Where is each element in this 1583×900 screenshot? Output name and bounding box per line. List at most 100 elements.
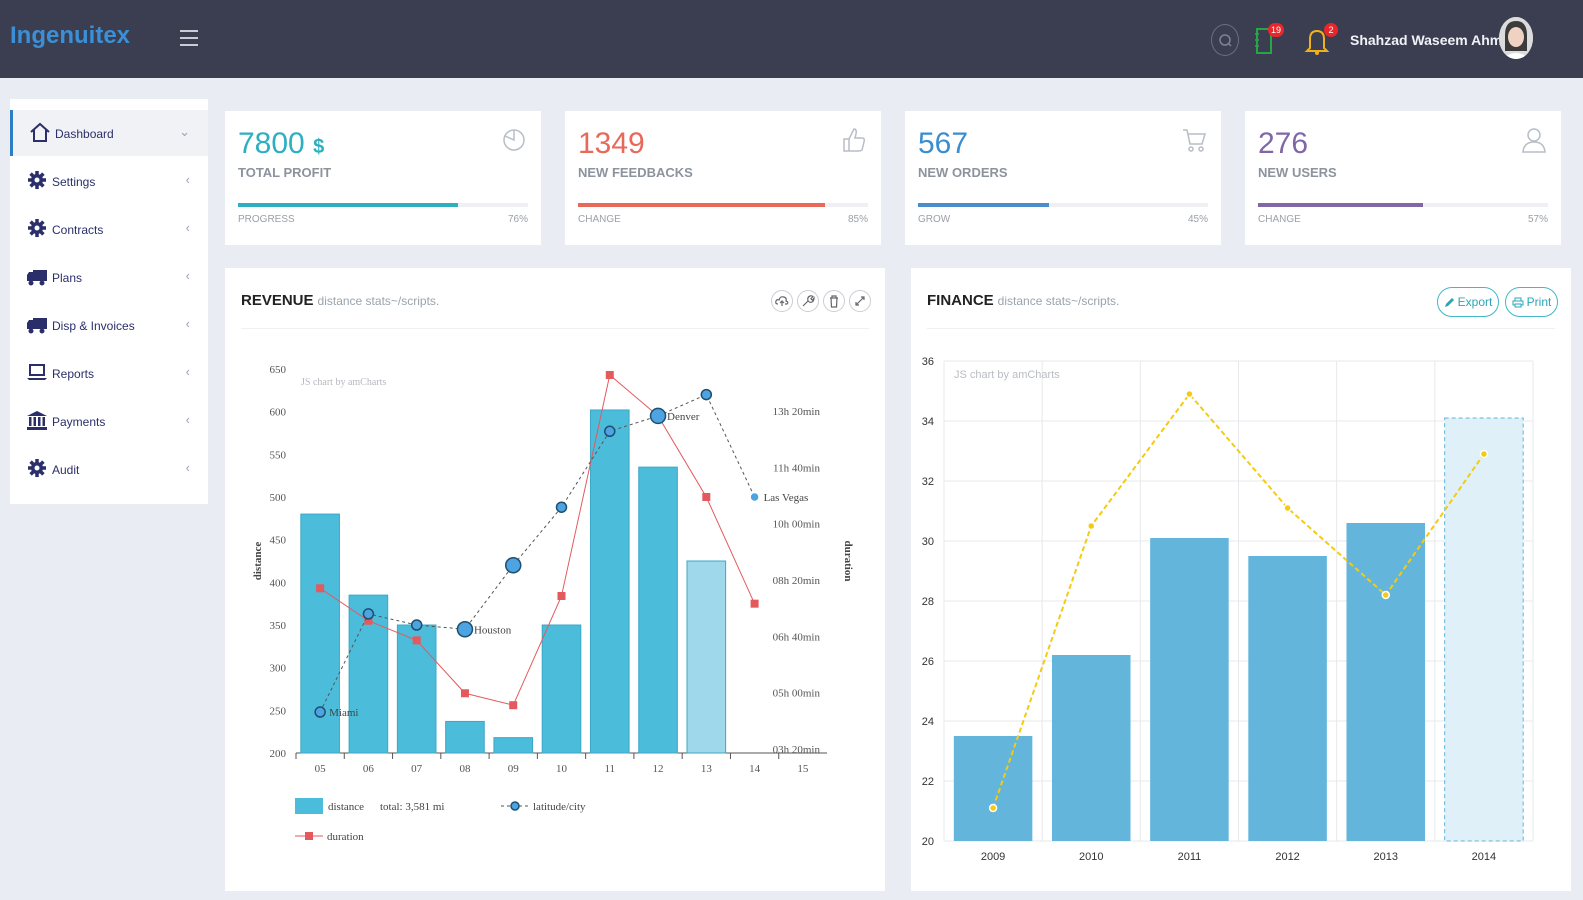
y-tick-label: 650 [270, 364, 287, 376]
sidebar: Dashboard ⌄ Settings ‹ Contracts ‹ Plans… [10, 99, 208, 504]
user-name[interactable]: Shahzad Waseem Ahmed [1350, 32, 1519, 48]
line-point [1381, 590, 1390, 600]
y-tick-label: 400 [270, 577, 287, 589]
delete-button[interactable] [823, 290, 845, 312]
pie-chart-icon [503, 129, 525, 151]
sidebar-item-label: Payments [52, 415, 106, 429]
bar-value [1346, 523, 1426, 841]
x-tick-label: 14 [749, 763, 761, 775]
stat-label: NEW FEEDBACKS [578, 165, 693, 180]
progress-bar [1258, 203, 1548, 207]
legend-marker-duration [305, 832, 313, 840]
divider [241, 328, 869, 329]
notes-button[interactable]: 19 [1254, 23, 1284, 56]
sidebar-item-label: Disp & Invoices [52, 319, 135, 333]
bar-distance [589, 409, 630, 754]
sidebar-item-reports[interactable]: Reports ‹ [10, 350, 208, 396]
stat-label: NEW USERS [1258, 165, 1337, 180]
right-axis-tick-label: 05h 00min [773, 688, 821, 700]
divider [927, 328, 1555, 329]
stat-value: 276 [1258, 127, 1309, 160]
bar-distance [638, 466, 678, 754]
chevron-left-icon: ‹ [185, 268, 190, 283]
gear-icon [28, 459, 46, 477]
wrench-icon [802, 295, 815, 307]
stat-card-new-orders: 567 NEW ORDERS GROW 45% [905, 111, 1221, 245]
point-latitude [362, 608, 375, 620]
finance-chart: 20 22 24 26 28 30 32 34 36 JS chart by amCharts 20… [922, 356, 1534, 863]
point-duration [750, 599, 759, 608]
notifications-button[interactable]: 2 [1304, 23, 1338, 56]
truck-icon [27, 318, 47, 334]
point-latitude [649, 407, 667, 425]
y-tick-label: 550 [270, 449, 287, 461]
line-point [1185, 389, 1194, 399]
bar-value [1051, 655, 1131, 841]
progress-bar [578, 203, 868, 207]
line-duration [319, 374, 756, 706]
y-tick-label: 600 [270, 407, 287, 419]
stat-value: 567 [918, 127, 969, 160]
stat-value: 7800 $ [238, 127, 325, 160]
progress-bar [918, 203, 1208, 207]
point-duration [509, 701, 518, 710]
thumbs-up-icon [843, 128, 866, 152]
y-tick-label: 30 [922, 536, 934, 548]
hamburger-icon [180, 30, 198, 32]
gear-icon [28, 219, 46, 237]
expand-icon [855, 296, 865, 306]
avatar-image [1499, 17, 1533, 59]
sidebar-item-disp-invoices[interactable]: Disp & Invoices ‹ [10, 302, 208, 348]
gear-icon [28, 171, 46, 189]
right-axis-tick-label: 06h 40min [773, 631, 821, 643]
print-label: Print [1526, 295, 1552, 309]
sidebar-item-label: Contracts [52, 223, 104, 237]
reload-button[interactable] [771, 290, 793, 312]
sidebar-item-payments[interactable]: Payments ‹ [10, 398, 208, 444]
stat-foot-label: CHANGE [578, 214, 621, 225]
x-tick-label: 11 [604, 763, 615, 775]
bar-distance [396, 624, 437, 754]
bar-value [1444, 417, 1524, 842]
sidebar-item-label: Settings [52, 175, 96, 189]
bar-value [953, 736, 1033, 841]
avatar[interactable] [1499, 17, 1533, 59]
point-duration [557, 591, 566, 600]
notebook-icon [1255, 28, 1272, 54]
expand-button[interactable] [849, 290, 871, 312]
legend-label-latitude: latitude/city [533, 801, 586, 813]
search-icon [1219, 34, 1232, 47]
export-button[interactable]: Export [1437, 287, 1499, 317]
bank-icon [27, 411, 47, 430]
right-axis-tick-label: 11h 40min [773, 462, 820, 474]
search-button[interactable] [1211, 24, 1239, 56]
sidebar-item-audit[interactable]: Audit ‹ [10, 446, 208, 492]
y-tick-label: 26 [922, 656, 934, 668]
point-latitude [456, 621, 474, 638]
stat-card-new-feedbacks: 1349 NEW FEEDBACKS CHANGE 85% [565, 111, 881, 245]
sidebar-item-dashboard[interactable]: Dashboard ⌄ [10, 110, 208, 156]
y-tick-label: 22 [922, 776, 934, 788]
bar-value [1248, 556, 1327, 841]
legend-swatch-distance [295, 798, 323, 814]
settings-button[interactable] [797, 290, 819, 312]
bell-icon [1304, 29, 1330, 55]
menu-toggle-button[interactable] [180, 30, 198, 46]
home-icon [30, 122, 50, 142]
stat-foot-label: GROW [918, 214, 951, 225]
bar-distance [686, 560, 727, 754]
sidebar-item-plans[interactable]: Plans ‹ [10, 254, 208, 300]
sidebar-item-label: Audit [52, 463, 80, 477]
sidebar-item-contracts[interactable]: Contracts ‹ [10, 206, 208, 252]
point-duration [364, 616, 373, 625]
point-duration [316, 584, 325, 593]
panel-title: FINANCE distance stats~/scripts. [927, 292, 1120, 309]
brand-logo[interactable]: Ingenuitex [10, 22, 131, 49]
export-label: Export [1457, 295, 1493, 309]
chevron-left-icon: ‹ [185, 412, 190, 427]
progress-bar [238, 203, 528, 207]
x-tick-label: 07 [411, 763, 423, 775]
print-button[interactable]: Print [1505, 287, 1558, 317]
pencil-icon [1444, 297, 1454, 307]
sidebar-item-settings[interactable]: Settings ‹ [10, 158, 208, 204]
